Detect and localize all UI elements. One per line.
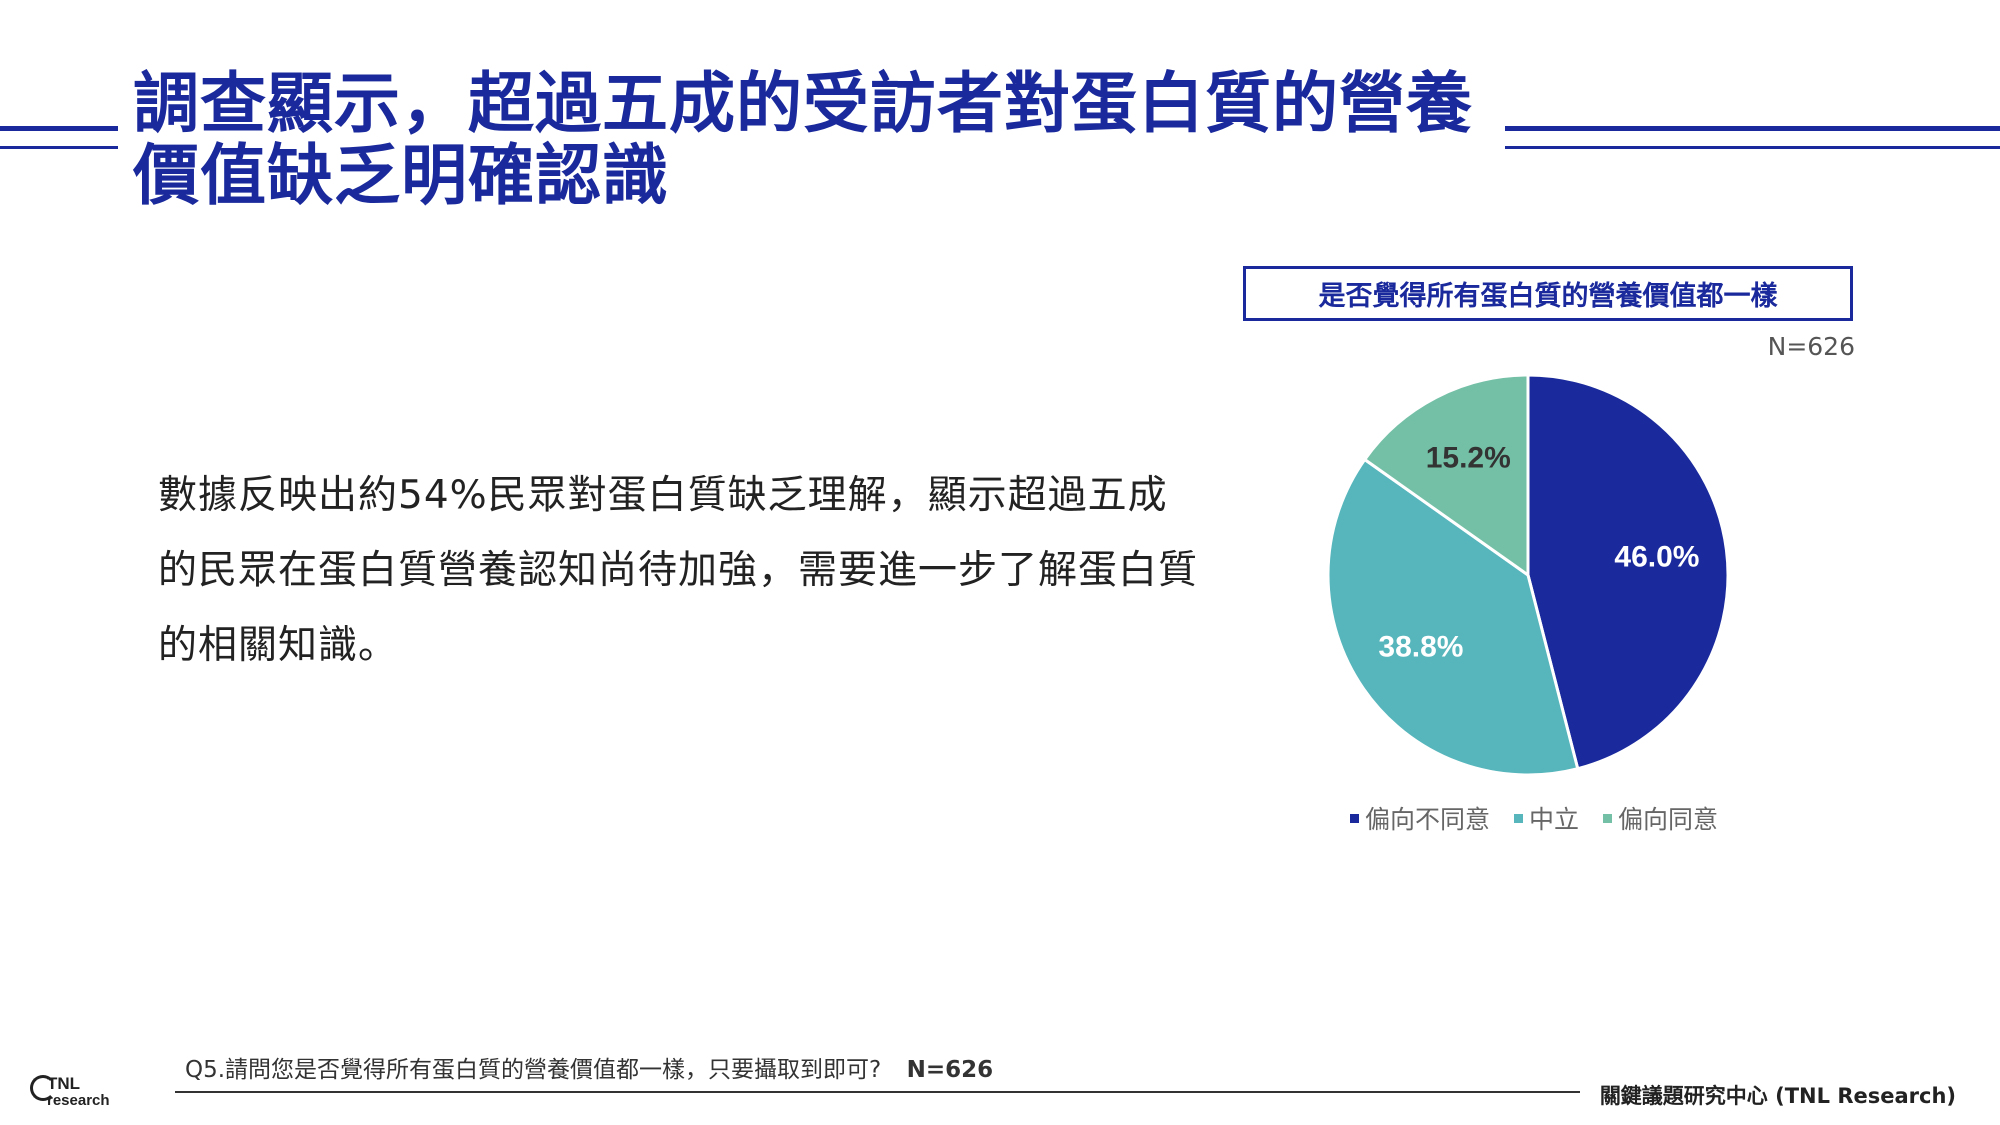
pie-slice-agree	[1362, 373, 1530, 578]
legend-item-disagree: 偏向不同意	[1350, 800, 1490, 836]
title-rule-right-bottom	[1505, 146, 2000, 149]
logo-text-bottom: research	[47, 1092, 110, 1109]
legend-swatch-disagree	[1350, 813, 1359, 823]
logo-text-top: TNL	[47, 1074, 81, 1093]
page-title: 調查顯示，超過五成的受訪者對蛋白質的營養價值缺乏明確認識	[133, 65, 1473, 214]
pie-slice-neutral	[1326, 457, 1580, 777]
pie-slice-disagree	[1526, 373, 1730, 771]
legend-label-neutral: 中立	[1529, 805, 1580, 834]
pie-label-disagree: 46.0%	[1614, 541, 1699, 574]
pie-chart: 46.0% 38.8% 15.2%	[1326, 373, 1730, 777]
legend-label-agree: 偏向同意	[1618, 805, 1719, 834]
pie-label-neutral: 38.8%	[1378, 631, 1463, 664]
survey-question-footnote: Q5.請問您是否覺得所有蛋白質的營養價值都一樣，只要攝取到即可? N=626	[185, 1050, 993, 1084]
title-rule-left-bottom	[0, 146, 118, 149]
tnl-logo: TNL research	[30, 1074, 140, 1115]
survey-question: Q5.請問您是否覺得所有蛋白質的營養價值都一樣，只要攝取到即可?	[185, 1057, 882, 1083]
footer-rule	[175, 1091, 1580, 1093]
pie-label-agree: 15.2%	[1426, 441, 1511, 474]
title-rule-right-top	[1505, 126, 2000, 131]
title-rule-left-top	[0, 126, 118, 131]
legend-swatch-agree	[1603, 813, 1613, 823]
legend-swatch-neutral	[1514, 813, 1524, 823]
footnote-sample-size: N=626	[906, 1057, 994, 1083]
legend-item-agree: 偏向同意	[1603, 800, 1718, 836]
legend-label-disagree: 偏向不同意	[1365, 805, 1491, 834]
sample-size-label: N=626	[1767, 332, 1855, 361]
legend-item-neutral: 中立	[1514, 800, 1579, 836]
organization-name: 關鍵議題研究中心 (TNL Research)	[1599, 1084, 1956, 1108]
chart-title: 是否覺得所有蛋白質的營養價值都一樣	[1243, 266, 1853, 321]
logo-ring-icon	[30, 1075, 56, 1101]
body-text: 數據反映出約54%民眾對蛋白質缺乏理解，顯示超過五成的民眾在蛋白質營養認知尚待加…	[158, 473, 1199, 668]
chart-legend: 偏向不同意 中立 偏向同意	[1350, 800, 1750, 836]
